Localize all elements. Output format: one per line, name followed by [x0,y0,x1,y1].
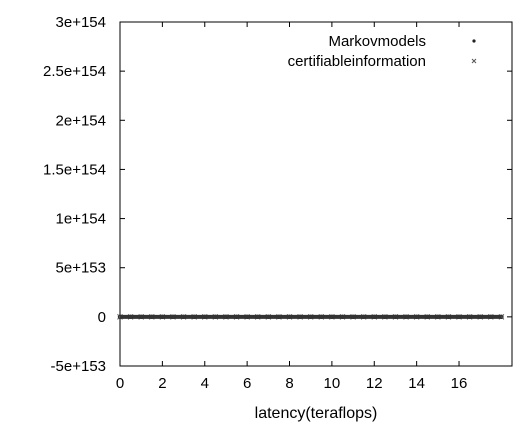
y-tick-label: 1.5e+154 [43,161,106,178]
y-tick-label: 1e+154 [56,211,106,228]
y-tick-label: 5e+153 [56,260,106,277]
legend-marker [472,39,476,43]
y-tick-label: 3e+154 [56,14,106,31]
legend: Markovmodels certifiableinformation [288,33,477,70]
plot-frame [119,21,513,367]
x-tick-label: 10 [324,375,341,392]
x-axis: 0 2 4 6 8 10 12 14 16 [116,22,468,392]
x-axis-title: latency(teraflops) [255,405,378,422]
x-tick-label: 12 [366,375,383,392]
x-tick-label: 16 [451,375,468,392]
y-tick-label: 2.5e+154 [43,63,106,80]
y-tick-label: 2e+154 [56,112,106,129]
legend-marker [471,58,477,64]
x-tick-label: 0 [116,375,124,392]
y-axis: -5e+153 0 5e+153 1e+154 1.5e+154 2e+154 2.5e+1… [43,14,512,375]
y-tick-label: 0 [98,309,106,326]
x-tick-label: 14 [408,375,425,392]
x-tick-label: 4 [201,375,209,392]
legend-label: Markovmodels [328,33,426,50]
series-layer [117,314,505,320]
legend-label: certifiableinformation [288,53,426,70]
x-tick-label: 2 [158,375,166,392]
x-tick-label: 8 [285,375,293,392]
x-tick-label: 6 [243,375,251,392]
y-tick-label: -5e+153 [51,358,106,375]
